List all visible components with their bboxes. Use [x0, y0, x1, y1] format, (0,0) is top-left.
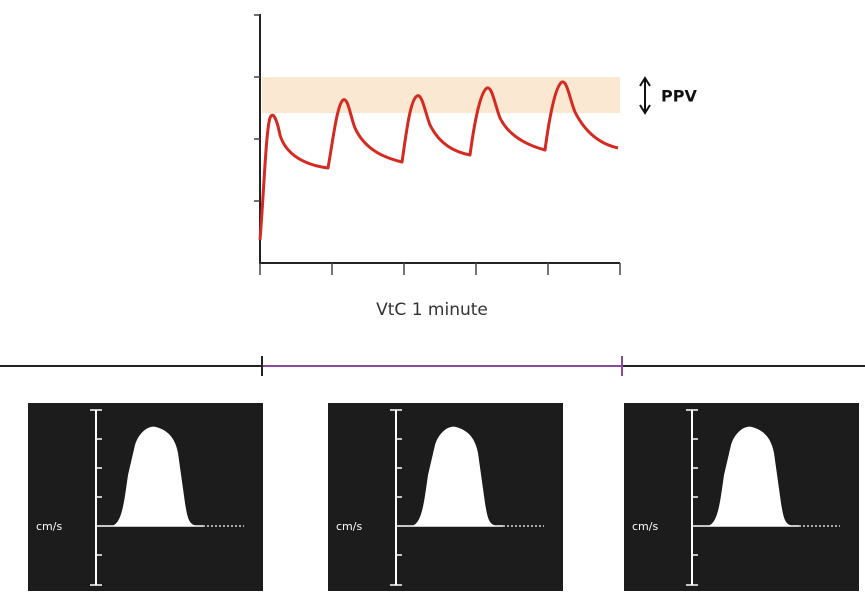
x-label: VtC 1 minute — [376, 300, 488, 320]
diagram: PPV VtC 1 minute cm/s cm/s cm/s — [0, 0, 865, 592]
timeline — [0, 356, 865, 376]
doppler-panel: cm/s — [328, 403, 563, 591]
ppv-band — [262, 77, 620, 113]
unit-label: cm/s — [36, 520, 62, 533]
unit-label: cm/s — [632, 520, 658, 533]
ticks — [254, 15, 620, 275]
ppv-label: PPV — [661, 87, 697, 106]
ppv-arrow — [640, 78, 650, 113]
doppler-panel: cm/s — [624, 403, 859, 591]
page: PPV VtC 1 minute cm/s cm/s cm/s (() => {… — [0, 0, 865, 592]
doppler-panel: cm/s — [28, 403, 263, 591]
unit-label: cm/s — [336, 520, 362, 533]
